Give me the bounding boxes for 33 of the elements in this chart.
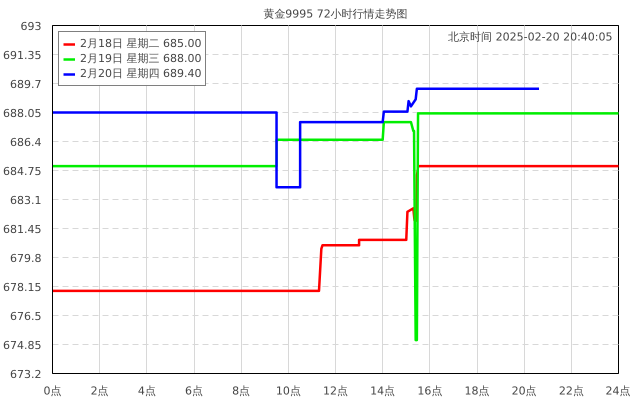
y-tick-label: 678.15	[3, 281, 42, 294]
x-tick-label: 2点	[90, 384, 109, 398]
y-tick-label: 673.2	[10, 368, 42, 381]
x-tick-label: 8点	[232, 384, 250, 398]
line-series	[52, 88, 540, 188]
y-tick-label: 688.05	[3, 107, 42, 120]
y-tick-label: 686.4	[10, 136, 42, 149]
y-tick-label: 679.8	[10, 252, 42, 265]
line-series	[52, 112, 618, 342]
y-tick-label: 684.75	[3, 165, 42, 178]
x-tick-label: 16点	[417, 384, 442, 398]
x-tick-label: 18点	[464, 384, 490, 398]
y-tick-label: 693	[20, 20, 42, 33]
x-tick-label: 4点	[138, 384, 156, 398]
x-tick-label: 14点	[370, 384, 396, 398]
y-tick-label: 689.7	[10, 78, 42, 91]
y-tick-label: 691.35	[3, 49, 42, 62]
x-tick-label: 22点	[558, 384, 584, 398]
y-tick-label: 681.45	[3, 223, 42, 236]
y-tick-label: 683.1	[10, 194, 42, 207]
y-tick-label: 676.5	[10, 310, 42, 323]
x-tick-label: 24点	[606, 384, 630, 398]
x-tick-label: 10点	[276, 384, 301, 398]
legend-label: 2月20日 星期四 689.40	[80, 66, 202, 81]
x-tick-label: 12点	[323, 384, 348, 398]
annotation: 北京时间 2025-02-20 20:40:05	[448, 30, 613, 44]
legend-label: 2月18日 星期二 685.00	[80, 36, 202, 51]
x-tick-label: 20点	[512, 384, 537, 398]
y-tick-label: 674.85	[3, 339, 42, 352]
legend-label: 2月19日 星期三 688.00	[80, 51, 202, 66]
x-tick-label: 6点	[185, 384, 203, 398]
chart-title: 黄金9995 72小时行情走势图	[263, 8, 408, 20]
x-tick-label: 0点	[44, 384, 62, 398]
